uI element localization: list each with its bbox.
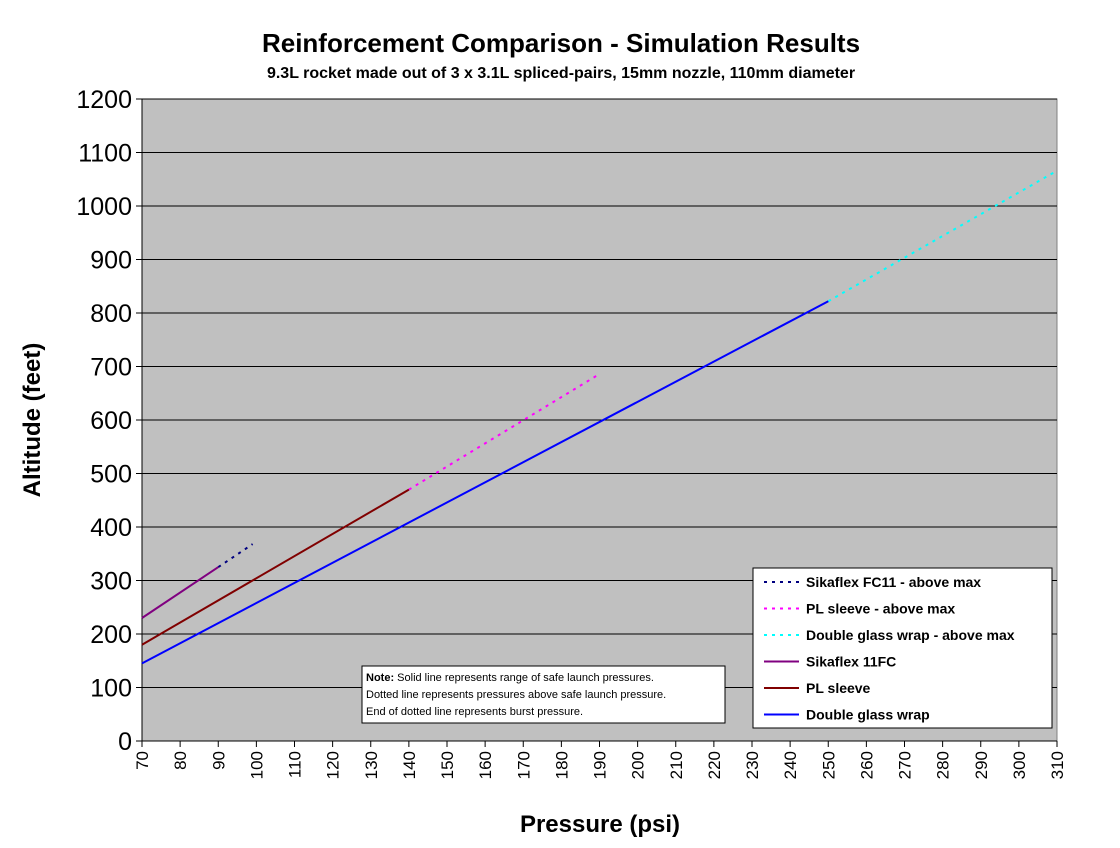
y-tick-label: 600 <box>90 407 132 435</box>
series-line-1 <box>408 373 601 491</box>
x-tick-label: 130 <box>362 751 381 779</box>
y-tick-label: 900 <box>90 247 132 275</box>
x-tick-label: 250 <box>819 751 838 779</box>
series-lines <box>141 169 1058 665</box>
note-bold: Note: <box>366 672 394 684</box>
axes: 0 100 200 300 400 500 600 700 800 900 1000 1100 1200… <box>76 86 1067 779</box>
x-tick-label: 270 <box>896 751 915 779</box>
note-line-2: Dotted line represents pressures above s… <box>366 689 666 701</box>
y-tick-label: 1000 <box>76 193 132 221</box>
x-tick-label: 240 <box>781 751 800 779</box>
legend: Sikaflex FC11 - above max PL sleeve - abo… <box>752 567 1053 729</box>
x-tick-label: 170 <box>514 751 533 779</box>
x-tick-label: 310 <box>1048 751 1067 779</box>
legend-label-2: Double glass wrap - above max <box>806 627 1015 643</box>
x-tick-label: 190 <box>591 751 610 779</box>
svg-text:Note: Solid line represents ra: Note: Solid line represents range of saf… <box>366 672 654 684</box>
x-tick-label: 100 <box>247 751 266 779</box>
chart-subtitle: 9.3L rocket made out of 3 x 3.1L spliced… <box>267 65 855 82</box>
x-tick-label: 90 <box>209 751 228 770</box>
y-tick-label: 1100 <box>78 140 132 168</box>
note-line-1: Solid line represents range of safe laun… <box>394 672 654 684</box>
x-tick-label: 150 <box>438 751 457 779</box>
legend-label-5: Double glass wrap <box>806 707 930 723</box>
x-tick-label: 110 <box>286 751 305 778</box>
x-tick-label: 160 <box>476 751 495 779</box>
legend-label-4: PL sleeve <box>806 680 871 696</box>
x-tick-label: 70 <box>133 751 152 770</box>
x-axis-label: Pressure (psi) <box>520 811 680 838</box>
x-tick-label: 290 <box>972 751 991 779</box>
y-tick-label: 200 <box>90 621 132 649</box>
note-line-3: End of dotted line represents burst pres… <box>366 706 583 718</box>
x-tick-label: 120 <box>324 751 343 779</box>
x-tick-label: 300 <box>1010 751 1029 779</box>
legend-label-1: PL sleeve - above max <box>806 601 955 617</box>
x-tick-label: 200 <box>629 751 648 779</box>
legend-box <box>752 567 1053 729</box>
y-tick-label: 1200 <box>76 86 132 114</box>
x-tick-label: 210 <box>667 751 686 779</box>
y-tick-label: 0 <box>118 728 132 756</box>
chart-title: Reinforcement Comparison - Simulation Re… <box>262 28 860 58</box>
x-tick-label: 80 <box>171 751 190 770</box>
series-line-5 <box>141 300 829 665</box>
y-tick-label: 300 <box>90 568 132 596</box>
y-tick-label: 800 <box>90 300 132 328</box>
x-tick-label: 180 <box>552 751 571 779</box>
y-axis-label: Altitude (feet) <box>19 343 46 498</box>
y-tick-label: 100 <box>90 675 132 703</box>
y-tick-label: 700 <box>90 354 132 382</box>
x-tick-label: 220 <box>705 751 724 779</box>
series-line-4 <box>141 488 410 646</box>
y-tick-label: 400 <box>90 514 132 542</box>
legend-label-3: Sikaflex 11FC <box>806 654 896 670</box>
series-line-3 <box>141 566 219 619</box>
x-tick-label: 140 <box>400 751 419 779</box>
y-tick-label: 500 <box>90 461 132 489</box>
x-tick-label: 260 <box>857 751 876 779</box>
series-line-0 <box>217 543 254 568</box>
x-tick-label: 230 <box>743 751 762 779</box>
x-tick-label: 280 <box>934 751 953 779</box>
note-box: Note: Solid line represents range of saf… <box>361 665 726 724</box>
legend-label-0: Sikaflex FC11 - above max <box>806 574 981 590</box>
